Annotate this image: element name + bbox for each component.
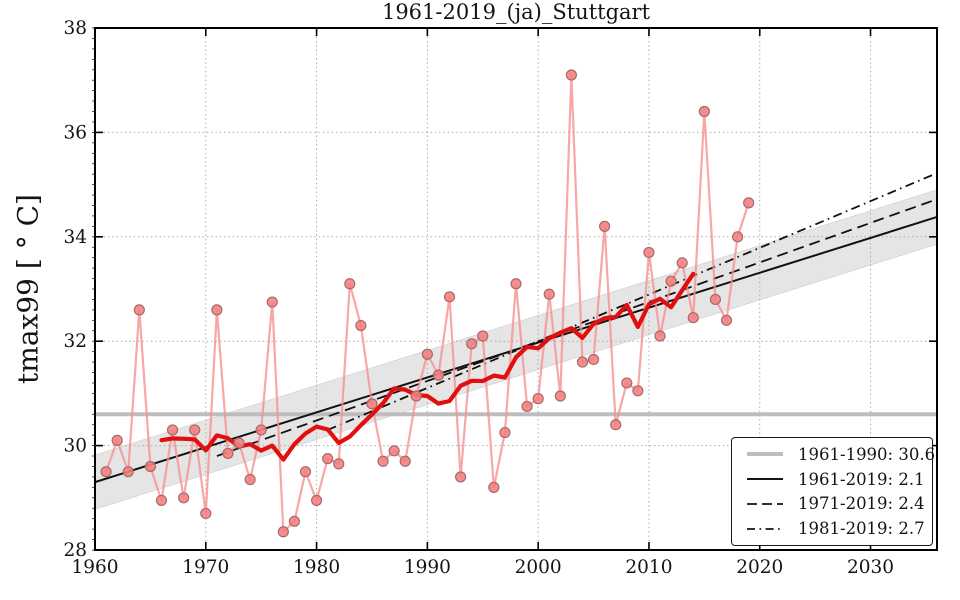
y-tick-label: 30 <box>63 436 87 457</box>
data-point-marker <box>477 330 489 342</box>
data-point-marker <box>532 393 544 405</box>
legend-entry-label: 1981-2019: 2.7 <box>798 519 925 539</box>
legend: 1961-1990: 30.6 1961-2019: 2.1 1971-2019: … <box>731 437 935 546</box>
data-point-marker <box>144 460 156 473</box>
data-point-marker <box>410 390 422 402</box>
chart-title: 1961-2019_(ja)_Stuttgart <box>381 0 651 24</box>
data-point-marker <box>189 424 201 436</box>
data-point-marker <box>665 275 677 287</box>
y-tick-label: 38 <box>63 18 87 39</box>
data-point-marker <box>510 278 522 290</box>
data-point-marker <box>322 453 334 465</box>
data-point-marker <box>743 197 755 209</box>
data-point-marker <box>632 385 644 397</box>
data-point-marker <box>432 369 445 381</box>
y-tick-label: 28 <box>63 540 87 561</box>
data-point-marker <box>399 455 411 467</box>
data-point-marker <box>466 338 478 350</box>
data-point-marker <box>587 353 600 366</box>
data-point-marker <box>488 481 500 493</box>
trend-line-dashed <box>216 198 938 457</box>
data-point-marker <box>499 426 511 439</box>
data-point-marker <box>388 445 400 457</box>
x-tick-label: 2030 <box>847 557 894 578</box>
data-point-marker <box>166 424 179 436</box>
data-point-marker <box>576 356 589 368</box>
data-point-marker <box>255 424 267 436</box>
legend-entry: 1981-2019: 2.7 <box>746 517 928 541</box>
data-point-marker <box>599 220 611 232</box>
x-tick-label: 1980 <box>293 557 340 578</box>
data-point-marker <box>643 246 655 259</box>
data-point-marker <box>698 105 710 118</box>
legend-line-sample <box>747 527 783 530</box>
legend-entry-label: 1961-1990: 30.6 <box>798 444 936 464</box>
y-tick-label: 36 <box>63 122 87 143</box>
data-point-marker <box>687 312 699 324</box>
data-point-marker <box>543 288 555 300</box>
data-point-marker <box>155 494 168 507</box>
data-point-marker <box>709 293 722 306</box>
legend-entry: 1971-2019: 2.4 <box>746 492 928 516</box>
data-point-marker <box>366 398 378 410</box>
data-point-marker <box>266 296 278 308</box>
data-point-marker <box>233 437 245 449</box>
x-tick-label: 2000 <box>515 557 562 578</box>
data-point-marker <box>610 419 622 431</box>
trend-line-dashdot <box>327 172 938 431</box>
x-tick-label: 1990 <box>404 557 451 578</box>
data-point-marker <box>521 400 533 413</box>
running-mean-line <box>159 271 696 462</box>
legend-entry: 1961-2019: 2.1 <box>746 467 928 491</box>
data-point-marker <box>654 330 666 342</box>
data-point-marker <box>100 466 112 478</box>
x-tick-label: 2010 <box>625 557 672 578</box>
data-point-marker <box>133 304 145 316</box>
data-point-marker <box>111 434 123 446</box>
legend-entry-label: 1971-2019: 2.4 <box>798 494 925 514</box>
legend-line-sample <box>747 502 783 505</box>
data-point-marker <box>377 455 389 467</box>
data-point-marker <box>122 466 134 478</box>
data-point-marker <box>455 471 467 483</box>
data-point-marker <box>178 492 190 504</box>
data-point-marker <box>277 526 289 538</box>
data-point-marker <box>200 507 212 520</box>
data-point-marker <box>676 257 688 269</box>
legend-entry: 1961-1990: 30.6 <box>746 442 935 466</box>
data-point-marker <box>288 515 301 527</box>
data-point-marker <box>355 319 367 332</box>
data-point-marker <box>621 377 633 389</box>
x-tick-label: 2020 <box>736 557 783 578</box>
legend-line-sample <box>747 452 783 457</box>
data-point-marker <box>244 473 256 486</box>
data-point-marker <box>344 278 356 290</box>
data-point-marker <box>333 458 345 470</box>
y-tick-label: 32 <box>63 331 87 352</box>
data-point-marker <box>565 69 577 81</box>
data-point-marker <box>421 348 433 360</box>
data-point-marker <box>554 390 566 402</box>
legend-line-sample <box>747 478 783 481</box>
data-point-marker <box>443 291 456 303</box>
legend-entry-label: 1961-2019: 2.1 <box>798 469 925 489</box>
x-tick-label: 1960 <box>71 557 118 578</box>
data-point-marker <box>211 304 223 316</box>
data-point-marker <box>720 314 733 326</box>
data-point-marker <box>310 494 323 507</box>
y-tick-label: 34 <box>63 227 87 248</box>
data-point-marker <box>222 447 234 460</box>
trend-line-solid <box>94 216 938 484</box>
x-tick-label: 1970 <box>182 557 229 578</box>
data-point-marker <box>731 231 744 243</box>
y-axis-label: tmax99 [ ° C] <box>11 194 45 384</box>
data-point-marker <box>299 466 312 478</box>
